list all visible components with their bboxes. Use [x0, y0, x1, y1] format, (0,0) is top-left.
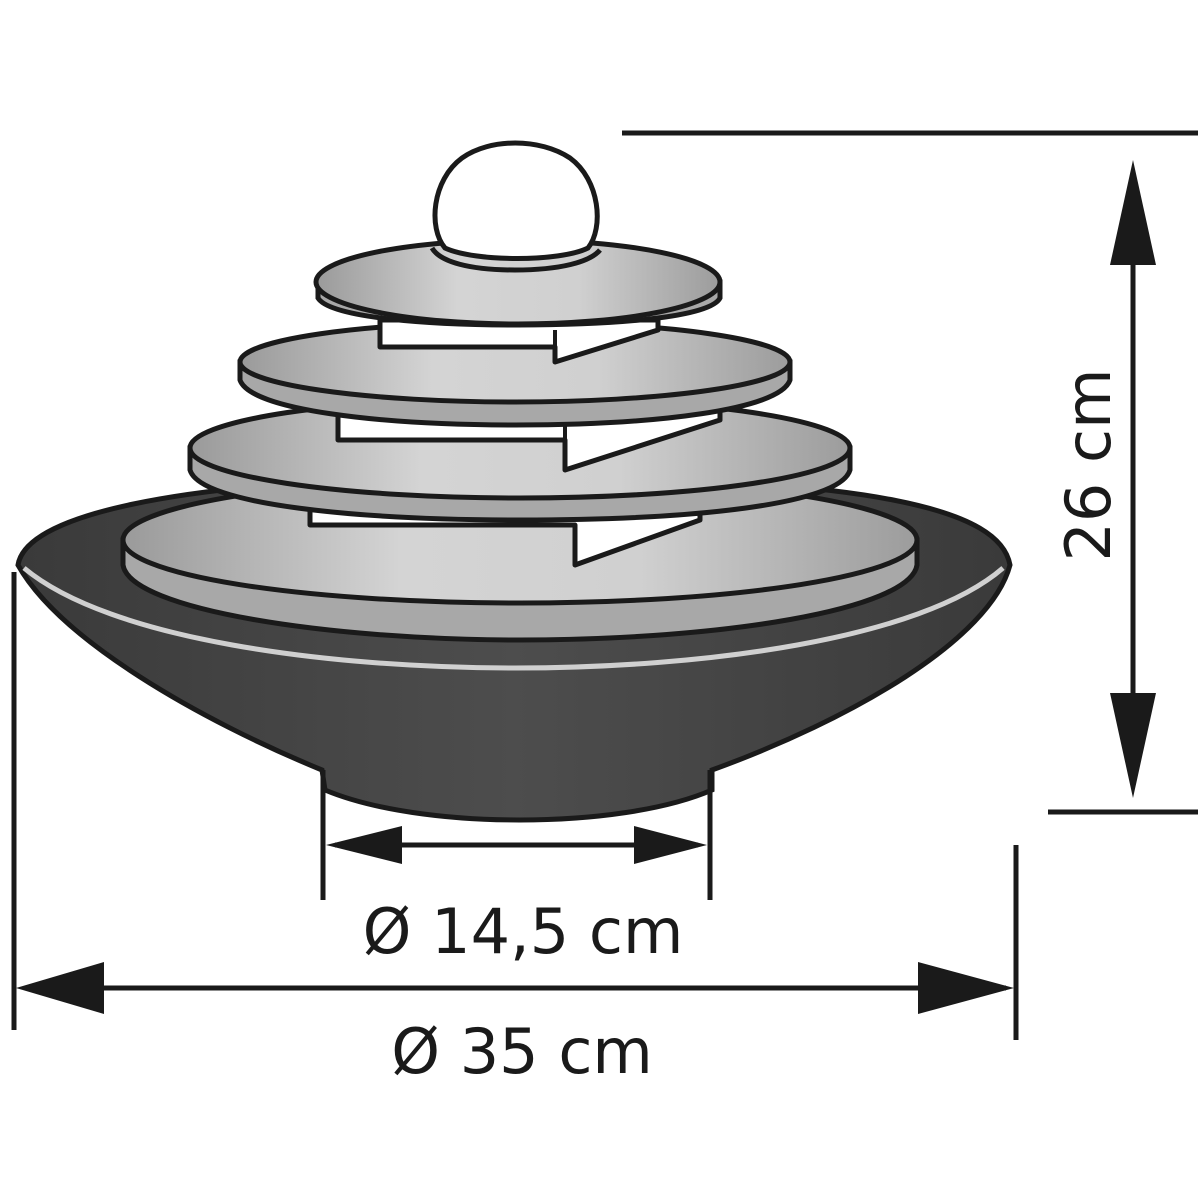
height-dimension: 26 cm — [622, 130, 1198, 815]
height-arrow-up — [1110, 160, 1156, 265]
bowl-rim-highlight — [22, 566, 1005, 671]
outer-arrow-left — [16, 962, 104, 1014]
outer-diameter-dimension: Ø 35 cm — [11, 572, 1019, 1088]
height-arrow-down — [1110, 693, 1156, 798]
height-label: 26 cm — [1052, 368, 1125, 561]
base-arrow-left — [326, 826, 402, 864]
base-arrow-right — [634, 826, 707, 864]
disc-1 — [313, 237, 723, 328]
outer-diameter-label: Ø 35 cm — [391, 1015, 653, 1088]
base-diameter-label: Ø 14,5 cm — [363, 895, 684, 968]
base-diameter-dimension: Ø 14,5 cm — [320, 770, 713, 968]
ball-recess — [429, 246, 602, 273]
ball — [432, 140, 600, 261]
outer-arrow-right — [918, 962, 1014, 1014]
